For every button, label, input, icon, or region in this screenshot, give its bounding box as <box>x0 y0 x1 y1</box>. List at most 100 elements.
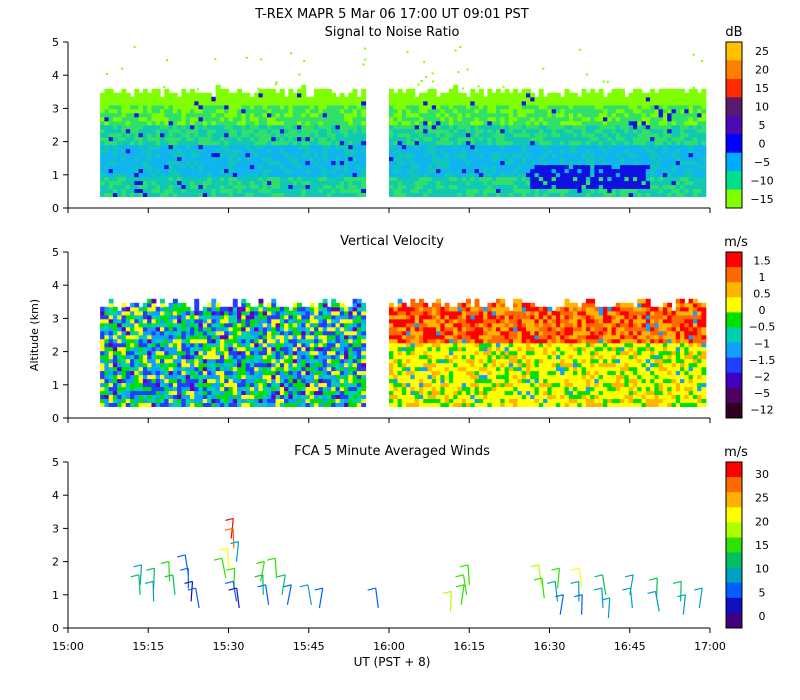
velocity-cell <box>117 358 123 364</box>
velocity-cell <box>258 350 264 356</box>
velocity-cell <box>198 354 204 360</box>
velocity-cell <box>314 374 319 380</box>
snr-cell <box>590 136 596 142</box>
snr-cell <box>444 152 450 158</box>
velocity-cell <box>147 402 153 407</box>
snr-cell <box>331 96 337 102</box>
snr-cell <box>684 160 690 166</box>
snr-cell <box>560 124 566 130</box>
snr-cell <box>611 148 617 154</box>
snr-cell <box>121 144 127 150</box>
velocity-cell <box>177 346 182 352</box>
snr-cell <box>151 152 157 158</box>
snr-cell <box>151 140 157 146</box>
snr-cell <box>573 180 578 185</box>
velocity-cell <box>172 366 178 372</box>
snr-cell <box>194 156 200 162</box>
snr-cell <box>513 160 518 166</box>
snr-cell <box>155 88 161 94</box>
velocity-cell <box>318 330 324 336</box>
snr-cell <box>397 144 403 150</box>
snr-cell <box>641 120 647 126</box>
snr-cell <box>155 188 161 193</box>
velocity-cell <box>279 350 285 356</box>
snr-cell <box>423 156 429 162</box>
snr-cell <box>637 192 643 197</box>
snr-cell <box>483 108 489 114</box>
snr-cell <box>232 136 238 142</box>
velocity-cell <box>194 318 200 324</box>
snr-cell <box>108 188 114 193</box>
snr-cell <box>326 152 332 158</box>
snr-cell <box>215 140 221 146</box>
snr-cell <box>232 132 238 138</box>
snr-cell <box>297 192 302 197</box>
snr-cell <box>397 160 403 166</box>
snr-cell <box>538 152 544 158</box>
snr-cell <box>423 92 429 98</box>
snr-cell <box>138 116 144 122</box>
snr-cell <box>538 156 544 162</box>
snr-cell <box>654 148 660 154</box>
snr-cell <box>232 176 238 182</box>
velocity-cell <box>177 358 182 364</box>
snr-cell <box>393 144 399 150</box>
snr-cell <box>448 92 454 98</box>
snr-cell <box>301 104 307 110</box>
snr-cell <box>564 116 570 122</box>
snr-cell <box>496 108 501 114</box>
velocity-cell <box>155 398 161 403</box>
velocity-cell <box>108 310 114 316</box>
snr-cell <box>667 112 673 118</box>
velocity-cell <box>194 322 200 328</box>
snr-cell <box>547 184 553 189</box>
snr-cell <box>104 128 110 134</box>
velocity-cell <box>147 322 153 328</box>
snr-cell <box>322 176 328 182</box>
velocity-cell <box>297 314 302 320</box>
snr-cell <box>100 112 105 118</box>
velocity-cell <box>151 378 157 384</box>
velocity-cell <box>211 310 217 316</box>
velocity-cell <box>215 326 221 332</box>
snr-cell <box>671 100 677 106</box>
velocity-cell <box>142 386 148 392</box>
snr-cell <box>701 184 707 189</box>
snr-cell <box>466 192 471 197</box>
snr-cell <box>478 104 484 110</box>
snr-cell <box>314 96 319 102</box>
snr-cell <box>555 140 561 146</box>
snr-cell <box>339 136 345 142</box>
velocity-cell <box>151 366 157 372</box>
snr-cell <box>436 136 441 142</box>
velocity-cell <box>271 386 277 392</box>
velocity-cell <box>211 386 217 392</box>
snr-cell <box>292 108 298 114</box>
velocity-cell <box>194 302 200 308</box>
snr-cell <box>508 160 514 166</box>
snr-cell <box>232 188 238 193</box>
snr-cell <box>147 132 153 138</box>
snr-cell <box>245 92 251 98</box>
velocity-cell <box>284 362 289 368</box>
snr-cell <box>633 188 638 193</box>
snr-cell <box>142 152 148 158</box>
snr-cell <box>100 152 105 158</box>
velocity-cell <box>155 378 161 384</box>
snr-cell <box>117 104 123 110</box>
snr-cell <box>684 180 690 185</box>
velocity-cell <box>130 402 135 407</box>
snr-cell <box>590 96 596 102</box>
snr-heatmap <box>100 45 707 197</box>
snr-cell <box>211 144 217 150</box>
velocity-cell <box>292 318 298 324</box>
velocity-cell <box>155 394 161 399</box>
snr-cell <box>688 192 694 197</box>
velocity-cell <box>314 366 319 372</box>
velocity-cell <box>224 382 230 388</box>
velocity-cell <box>279 334 285 340</box>
snr-cell <box>249 148 255 154</box>
snr-cell <box>318 192 324 197</box>
snr-cell <box>513 116 518 122</box>
snr-cell <box>680 88 685 94</box>
